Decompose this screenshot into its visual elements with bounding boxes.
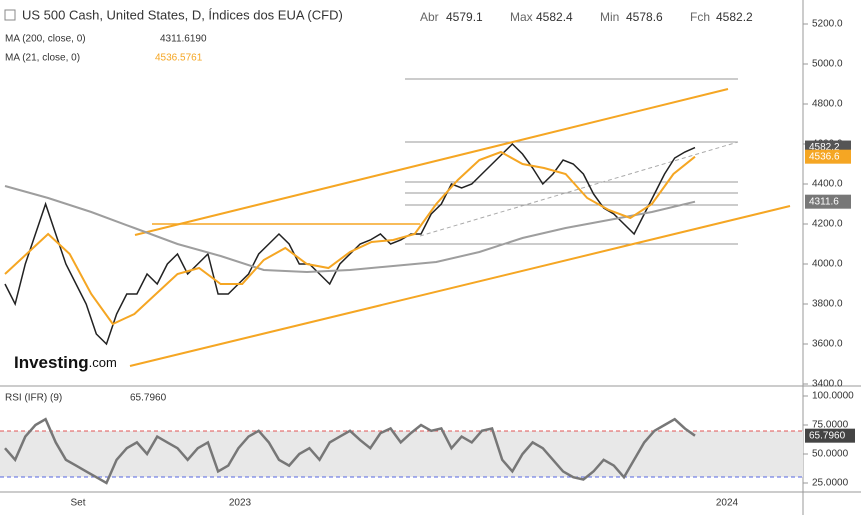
y-tick-label: 5200.0 bbox=[812, 19, 843, 30]
y-tick-label: 3800.0 bbox=[812, 299, 843, 310]
y-tick-label: 3400.0 bbox=[812, 379, 843, 390]
legend-rsi-value: 65.7960 bbox=[130, 393, 167, 404]
collapse-icon[interactable] bbox=[4, 9, 16, 21]
price-badge bbox=[805, 149, 851, 164]
x-tick-label: Set bbox=[70, 498, 85, 509]
logo: Investing.com bbox=[14, 353, 117, 372]
ohlc-value: 4579.1 bbox=[446, 10, 483, 24]
rsi-tick-label: 25.0000 bbox=[812, 478, 849, 489]
legend-rsi: RSI (IFR) (9) bbox=[5, 393, 62, 404]
price-badge bbox=[805, 194, 851, 209]
rsi-tick-label: 75.0000 bbox=[812, 420, 849, 431]
x-tick-label: 2024 bbox=[716, 498, 739, 509]
legend-ma200-value: 4311.6190 bbox=[160, 34, 207, 45]
price-badge-label: 4582.2 bbox=[809, 142, 840, 153]
y-tick-label: 5000.0 bbox=[812, 59, 843, 70]
y-tick-label: 4200.0 bbox=[812, 219, 843, 230]
ohlc-name: Max bbox=[510, 10, 533, 24]
ohlc-name: Fch bbox=[690, 10, 710, 24]
ohlc-value: 4578.6 bbox=[626, 10, 663, 24]
series-line bbox=[4, 185, 696, 274]
ohlc-value: 4582.2 bbox=[716, 10, 753, 24]
y-tick-label: 4800.0 bbox=[812, 99, 843, 110]
rsi-tick-label: 50.0000 bbox=[812, 449, 849, 460]
chart-title: US 500 Cash, United States, D, Índices d… bbox=[22, 7, 343, 22]
rsi-tick-label: 100.0000 bbox=[812, 391, 854, 402]
logo-suffix: .com bbox=[89, 355, 117, 370]
x-tick-label: 2023 bbox=[229, 498, 252, 509]
legend-ma21: MA (21, close, 0) bbox=[5, 53, 80, 64]
ohlc-name: Min bbox=[600, 10, 619, 24]
y-tick-label: 4400.0 bbox=[812, 179, 843, 190]
rsi-band bbox=[0, 431, 803, 477]
rsi-badge bbox=[805, 428, 855, 443]
y-tick-label: 4000.0 bbox=[812, 259, 843, 270]
ohlc-value: 4582.4 bbox=[536, 10, 573, 24]
logo-main: Investing bbox=[14, 353, 89, 372]
price-badge-label: 4311.6 bbox=[809, 196, 839, 207]
dashed-trend bbox=[419, 141, 739, 237]
legend-ma200: MA (200, close, 0) bbox=[5, 34, 86, 45]
series-line bbox=[4, 142, 696, 346]
series-line bbox=[4, 150, 696, 326]
ohlc-name: Abr bbox=[420, 10, 439, 24]
rsi-badge-label: 65.7960 bbox=[809, 430, 846, 441]
legend-ma21-value: 4536.5761 bbox=[155, 53, 203, 64]
rsi-line bbox=[4, 417, 696, 485]
channel-lines bbox=[129, 88, 791, 367]
price-badge-label: 4536.6 bbox=[809, 151, 840, 162]
y-tick-label: 3600.0 bbox=[812, 339, 843, 350]
